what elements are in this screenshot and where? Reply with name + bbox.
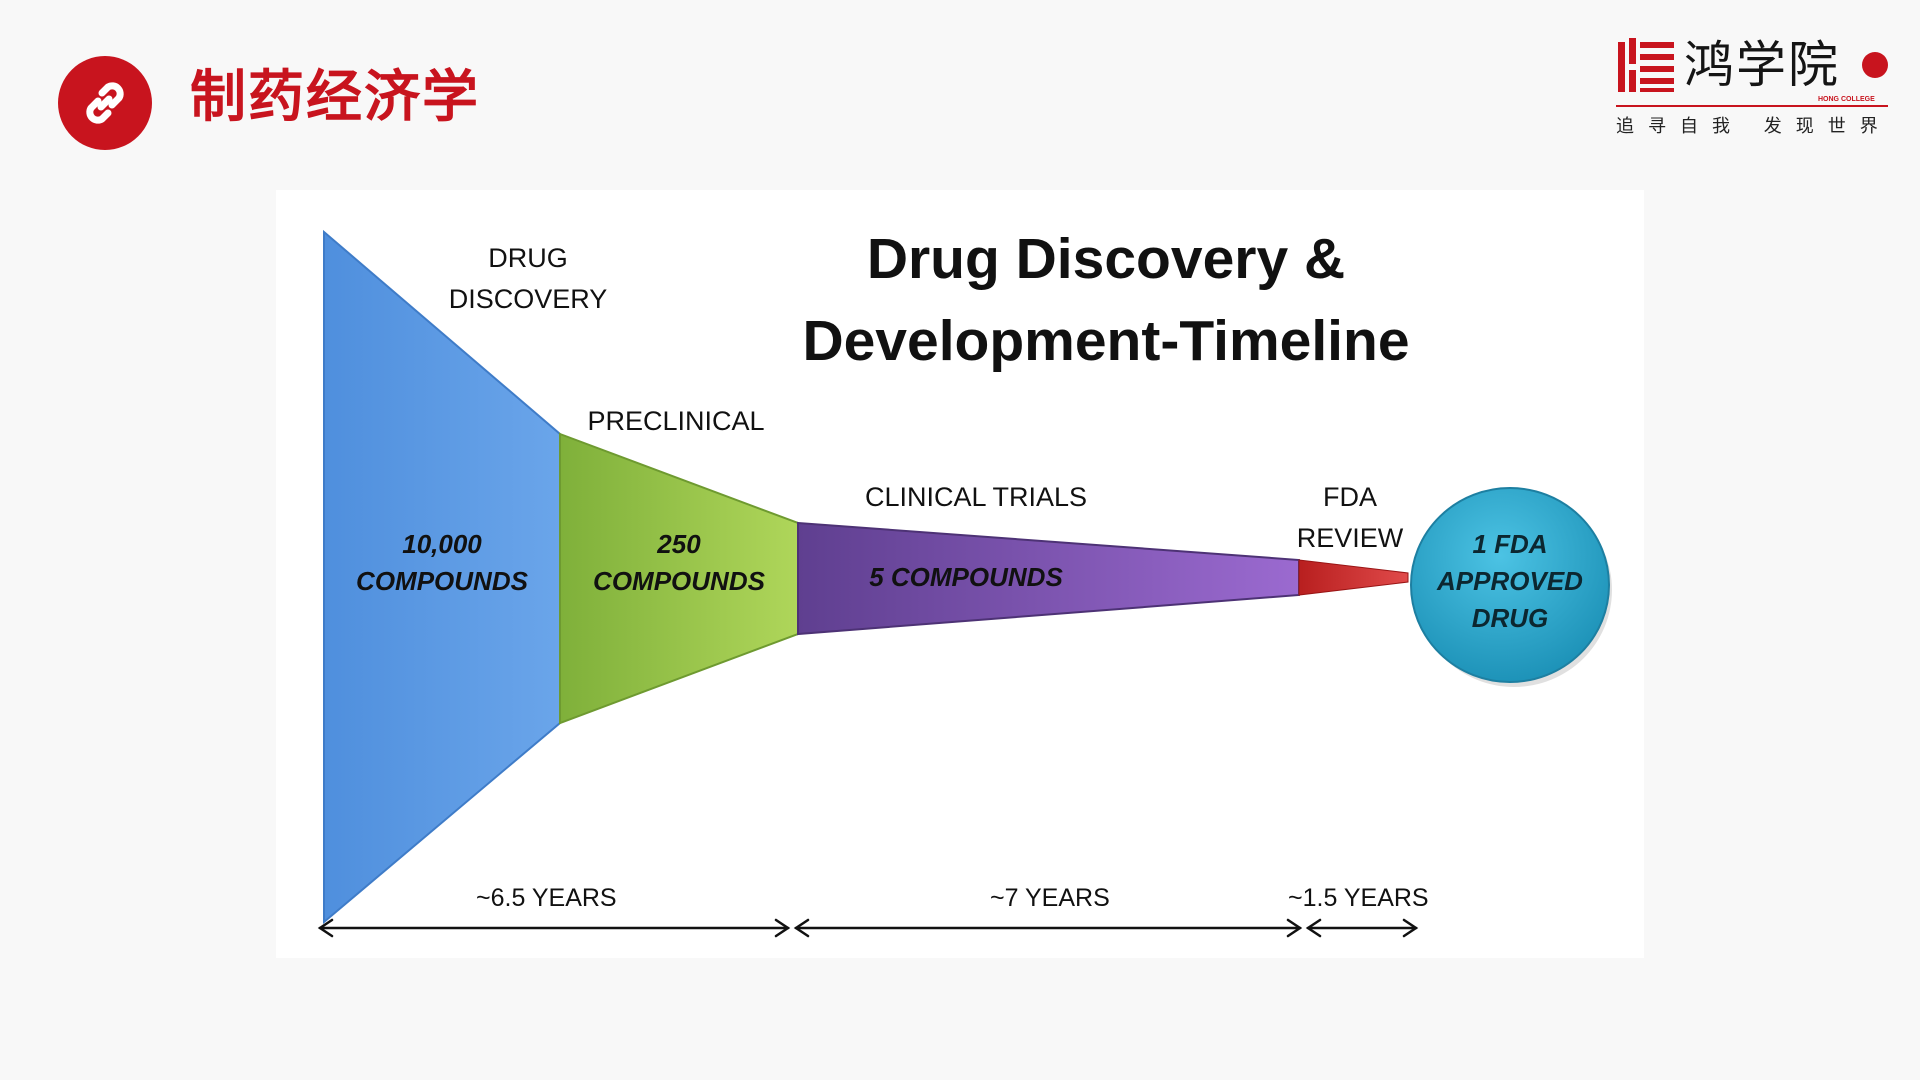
header-link-icon xyxy=(58,56,152,150)
duration-label-3: ~1.5 YEARS xyxy=(1288,884,1429,912)
logo-name: 鸿学院 xyxy=(1684,36,1840,94)
approved-drug-circle xyxy=(1410,487,1610,683)
stage-count-preclinical: 250 COMPOUNDS xyxy=(593,529,765,596)
stage-name-clinical-trials: CLINICAL TRIALS xyxy=(864,482,1088,512)
stage-fda-review-shape xyxy=(1298,559,1409,596)
logo-slogan: 追寻自我 发现世界 xyxy=(1616,116,1892,137)
logo-mark-icon xyxy=(1618,38,1674,92)
stage-name-fda-review: FDA REVIEW xyxy=(1296,482,1404,553)
stage-name-drug-discovery: DRUG DISCOVERY xyxy=(448,243,608,314)
hong-college-logo: 鸿学院 HONG COLLEGE 追寻自我 发现世界 xyxy=(1612,30,1892,140)
diagram-title: Drug Discovery & Development-Timeline xyxy=(802,227,1410,373)
approved-drug-label: 1 FDA APPROVED DRUG xyxy=(1437,529,1583,633)
logo-seal-icon xyxy=(1862,52,1888,78)
logo-divider xyxy=(1616,105,1888,107)
diagram-panel: Drug Discovery & Development-Timeline DR… xyxy=(276,190,1644,958)
stage-count-drug-discovery: 10,000 COMPOUNDS xyxy=(356,529,528,596)
page-title: 制药经济学 xyxy=(190,65,480,130)
funnel-graphic xyxy=(317,229,1612,938)
stage-name-preclinical: PRECLINICAL xyxy=(587,406,765,436)
stage-count-clinical-trials: 5 COMPOUNDS xyxy=(869,562,1063,592)
duration-label-1: ~6.5 YEARS xyxy=(476,884,617,912)
duration-label-2: ~7 YEARS xyxy=(990,884,1110,912)
logo-english: HONG COLLEGE xyxy=(1816,96,1877,103)
link-icon xyxy=(86,82,124,124)
